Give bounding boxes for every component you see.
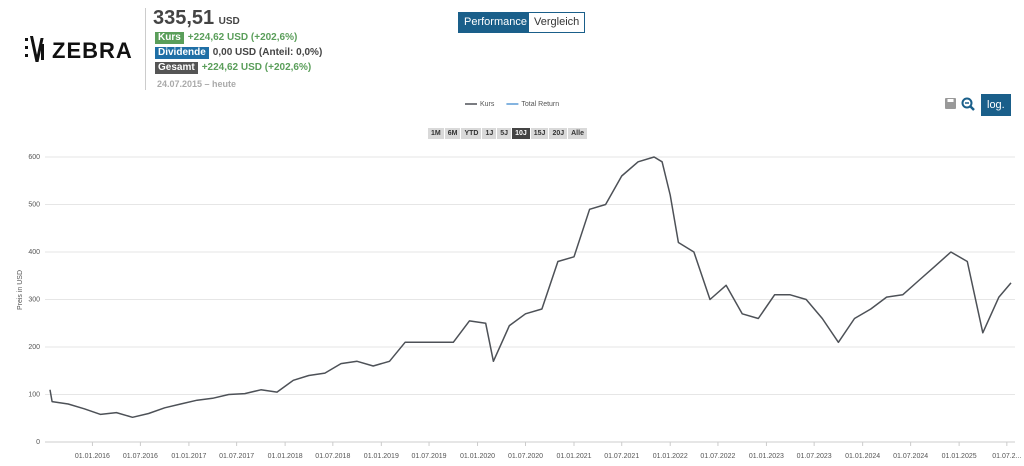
x-tick-label: 01.07.2016 xyxy=(123,453,158,460)
x-tick-label: 01.01.2021 xyxy=(556,453,591,460)
range-button[interactable]: 20J xyxy=(549,128,568,139)
price-line xyxy=(49,156,1012,419)
period: 24.07.2015 – heute xyxy=(157,79,237,89)
badge: Kurs xyxy=(155,32,184,44)
y-tick-label: 400 xyxy=(28,249,40,256)
y-axis-label: Preis in USD xyxy=(17,270,24,310)
row: Dividende 0,00 USD (Anteil: 0,0%) xyxy=(155,45,322,60)
range-button[interactable]: 1M xyxy=(428,128,444,139)
x-tick-label: 01.07.2... xyxy=(992,453,1021,460)
x-tick-label: 01.01.2019 xyxy=(364,453,399,460)
log-button[interactable]: log. xyxy=(981,94,1011,116)
range-button[interactable]: 10J xyxy=(512,128,530,139)
currency: USD xyxy=(218,16,240,27)
price-box: 335,51 USD xyxy=(153,7,240,30)
badge: Dividende xyxy=(155,47,209,59)
row: Kurs +224,62 USD (+202,6%) xyxy=(155,30,322,45)
x-tick-label: 01.07.2017 xyxy=(219,453,254,460)
x-tick-label: 01.07.2021 xyxy=(604,453,639,460)
x-tick-label: 01.01.2023 xyxy=(749,453,784,460)
x-tick-label: 01.07.2024 xyxy=(893,453,928,460)
x-tick-label: 01.07.2022 xyxy=(700,453,735,460)
range-button[interactable]: 1J xyxy=(482,128,497,139)
y-tick-label: 200 xyxy=(28,344,40,351)
x-tick-label: 01.01.2024 xyxy=(845,453,880,460)
row: Gesamt +224,62 USD (+202,6%) xyxy=(155,60,322,75)
x-tick-label: 01.01.2018 xyxy=(268,453,303,460)
tool-icons xyxy=(945,97,975,111)
row-text: +224,62 USD (+202,6%) xyxy=(187,32,298,43)
range-bar: 1M 6M YTD 1J 5J 10J 15J 20J Alle xyxy=(428,122,588,140)
x-tick-label: 01.07.2019 xyxy=(412,453,447,460)
logo-text: ZEBRA xyxy=(52,38,133,63)
row-text: 0,00 USD (Anteil: 0,0%) xyxy=(212,47,323,58)
range-button[interactable]: 5J xyxy=(497,128,512,139)
range-button[interactable]: YTD xyxy=(461,128,482,139)
price: 335,51 xyxy=(153,7,215,29)
rows: Kurs +224,62 USD (+202,6%) Dividende 0,00 … xyxy=(155,30,322,75)
legend-label: Kurs xyxy=(480,101,495,108)
legend-label: Total Return xyxy=(521,101,559,108)
x-tick-label: 01.01.2022 xyxy=(653,453,688,460)
y-tick-label: 0 xyxy=(36,439,40,446)
y-tick-label: 500 xyxy=(28,201,40,208)
y-tick-label: 600 xyxy=(28,154,40,161)
x-tick-label: 01.01.2017 xyxy=(171,453,206,460)
range-button[interactable]: Alle xyxy=(568,128,587,139)
x-tick-label: 01.07.2020 xyxy=(508,453,543,460)
y-tick-label: 300 xyxy=(28,296,40,303)
x-tick-label: 01.07.2023 xyxy=(797,453,832,460)
x-tick-label: 01.01.2020 xyxy=(460,453,495,460)
tab-button[interactable]: Vergleich xyxy=(528,12,586,33)
x-tick-label: 01.07.2018 xyxy=(315,453,350,460)
zoom-icon[interactable] xyxy=(961,97,973,109)
range-button[interactable]: 15J xyxy=(530,128,549,139)
range-button[interactable]: 6M xyxy=(444,128,461,139)
x-tick-label: 01.01.2016 xyxy=(75,453,110,460)
badge: Gesamt xyxy=(155,62,198,74)
logo-icon xyxy=(25,36,44,62)
legend: Kurs Total Return xyxy=(465,101,559,108)
row-text: +224,62 USD (+202,6%) xyxy=(201,62,312,73)
divider xyxy=(145,8,146,90)
x-tick-label: 01.01.2025 xyxy=(942,453,977,460)
y-tick-label: 100 xyxy=(28,391,40,398)
